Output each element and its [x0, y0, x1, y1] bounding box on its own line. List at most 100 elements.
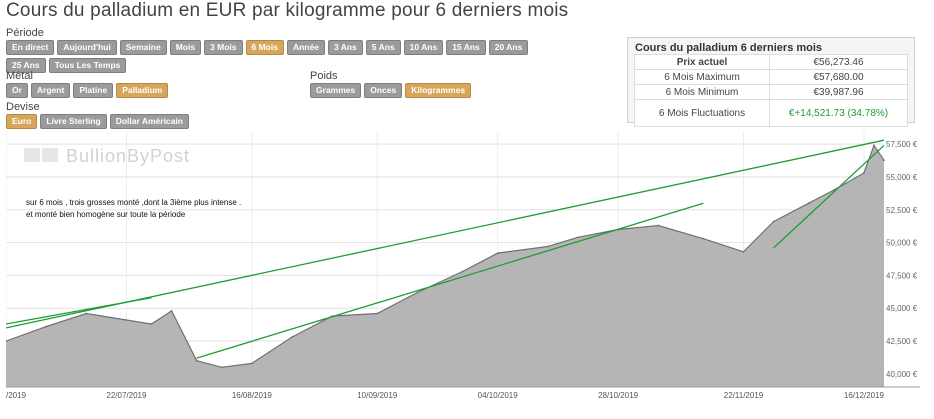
devise-button-euro[interactable]: Euro: [6, 114, 38, 129]
trend-line: [773, 144, 885, 249]
y-tick-label: 52,500 €: [886, 206, 918, 215]
periode-button-mois[interactable]: Mois: [169, 40, 202, 55]
chart-svg: 40,000 € 42,500 € 45,000 € 47,500 € 50,000 €…: [0, 131, 924, 400]
price-point: [807, 202, 810, 205]
devise-button-group: Euro Livre Sterling Dollar Américain: [6, 114, 189, 129]
periode-button-3-mois[interactable]: 3 Mois: [204, 40, 243, 55]
devise-label: Devise: [6, 101, 40, 113]
summary-table: Prix actuel €56,273.46 6 Mois Maximum €5…: [634, 54, 908, 127]
periode-button-15-ans[interactable]: 15 Ans: [446, 40, 486, 55]
watermark-logo: BullionByPost: [24, 146, 190, 166]
price-point: [873, 144, 875, 147]
y-tick-label: 50,000 €: [886, 239, 918, 248]
price-point: [45, 325, 48, 328]
x-tick-label: 16/08/2019: [232, 391, 273, 400]
price-point: [546, 245, 549, 248]
chart-x-axis: 28/06/2019 22/07/2019 16/08/2019 10/09/2019…: [0, 386, 924, 400]
metal-button-platine[interactable]: Platine: [73, 83, 114, 98]
summary-row-min: 6 Mois Minimum €39,987.96: [634, 84, 908, 100]
metal-button-argent[interactable]: Argent: [30, 83, 71, 98]
periode-button-tous-les-temps[interactable]: Tous Les Temps: [48, 58, 127, 73]
metal-button-or[interactable]: Or: [6, 83, 28, 98]
summary-label: 6 Mois Maximum: [634, 69, 770, 85]
summary-value: €56,273.46: [769, 54, 908, 70]
x-tick-label: 16/12/2019: [844, 391, 885, 400]
price-point: [702, 237, 705, 240]
x-tick-label: 22/07/2019: [106, 391, 147, 400]
price-point: [657, 224, 660, 227]
annotation-line1: sur 6 mois , trois grosses monté ,dont l…: [26, 198, 241, 207]
summary-value: €39,987.96: [769, 84, 908, 100]
price-point: [376, 312, 379, 315]
price-point: [85, 312, 88, 315]
poids-button-onces[interactable]: Onces: [364, 83, 403, 98]
chart-y-axis: 40,000 € 42,500 € 45,000 € 47,500 € 50,000 €…: [886, 140, 918, 379]
periode-button-6-mois[interactable]: 6 Mois: [245, 40, 284, 55]
price-point: [170, 309, 173, 312]
watermark-bar-icon: [24, 148, 40, 162]
periode-button-10-ans[interactable]: 10 Ans: [403, 40, 444, 55]
price-point: [5, 340, 7, 342]
summary-row-fluct: 6 Mois Fluctuations €+14,521.73 (34.78%): [634, 99, 908, 127]
y-tick-label: 45,000 €: [886, 304, 918, 313]
x-tick-label: 28/06/2019: [6, 391, 27, 400]
trend-line: [5, 139, 885, 329]
price-point: [416, 291, 419, 294]
periode-button-5-ans[interactable]: 5 Ans: [365, 40, 401, 55]
periode-button-group: En direct Aujourd'hui Semaine Mois 3 Mois 6 M…: [6, 40, 566, 73]
price-point: [863, 172, 865, 174]
price-point: [496, 252, 499, 254]
metal-button-group: Or Argent Platine Palladium: [6, 83, 169, 98]
chart-area: [5, 144, 885, 387]
annotation-line2: et monté bien homogène sur toute la péri…: [26, 210, 186, 219]
price-point: [220, 366, 223, 369]
poids-button-kilogrammes[interactable]: Kilogrammes: [405, 83, 472, 98]
metal-button-palladium[interactable]: Palladium: [116, 83, 169, 98]
summary-label: 6 Mois Minimum: [634, 84, 770, 100]
periode-button-20-ans[interactable]: 20 Ans: [488, 40, 529, 55]
devise-button-livre-sterling[interactable]: Livre Sterling: [40, 114, 107, 129]
y-tick-label: 47,500 €: [886, 271, 918, 280]
periode-button-aujourd-hui[interactable]: Aujourd'hui: [57, 40, 117, 55]
summary-value: €+14,521.73 (34.78%): [769, 99, 908, 127]
summary-row-current: Prix actuel €56,273.46: [634, 54, 908, 70]
price-point: [150, 323, 153, 325]
poids-label: Poids: [310, 70, 338, 82]
summary-label: Prix actuel: [634, 54, 770, 70]
summary-title: Cours du palladium 6 derniers mois: [635, 42, 823, 54]
price-point: [291, 336, 293, 339]
periode-label: Période: [6, 27, 44, 39]
y-tick-label: 40,000 €: [886, 370, 918, 379]
poids-button-group: Grammes Onces Kilogrammes: [310, 83, 472, 98]
price-point: [772, 220, 775, 223]
y-tick-label: 42,500 €: [886, 337, 918, 346]
price-point: [577, 236, 579, 239]
metal-label: Métal: [6, 70, 33, 82]
price-point: [195, 359, 198, 362]
price-point: [742, 250, 745, 253]
periode-button-en-direct[interactable]: En direct: [6, 40, 55, 55]
x-tick-label: 04/10/2019: [478, 391, 519, 400]
x-tick-label: 28/10/2019: [598, 391, 639, 400]
page-title: Cours du palladium en EUR par kilogramme…: [6, 0, 569, 21]
summary-label: 6 Mois Fluctuations: [634, 99, 770, 127]
summary-row-max: 6 Mois Maximum €57,680.00: [634, 69, 908, 85]
x-tick-label: 10/09/2019: [357, 391, 398, 400]
chart-trendlines: [5, 139, 885, 359]
x-tick-label: 22/11/2019: [724, 391, 764, 400]
y-tick-label: 55,000 €: [886, 173, 918, 182]
watermark-text: BullionByPost: [66, 146, 190, 166]
price-chart: 40,000 € 42,500 € 45,000 € 47,500 € 50,000 €…: [0, 131, 924, 414]
price-point: [883, 159, 885, 162]
periode-button-semaine[interactable]: Semaine: [119, 40, 167, 55]
price-point: [832, 189, 835, 191]
price-point: [461, 270, 464, 273]
price-area-fill: [6, 145, 884, 387]
periode-button-3-ans[interactable]: 3 Ans: [327, 40, 363, 55]
poids-button-grammes[interactable]: Grammes: [310, 83, 362, 98]
periode-button-25-ans[interactable]: 25 Ans: [6, 58, 46, 73]
watermark-bar-icon: [42, 148, 58, 162]
periode-button-annee[interactable]: Année: [286, 40, 325, 55]
summary-panel: Cours du palladium 6 derniers mois Prix …: [627, 37, 915, 127]
devise-button-dollar-americain[interactable]: Dollar Américain: [109, 114, 189, 129]
